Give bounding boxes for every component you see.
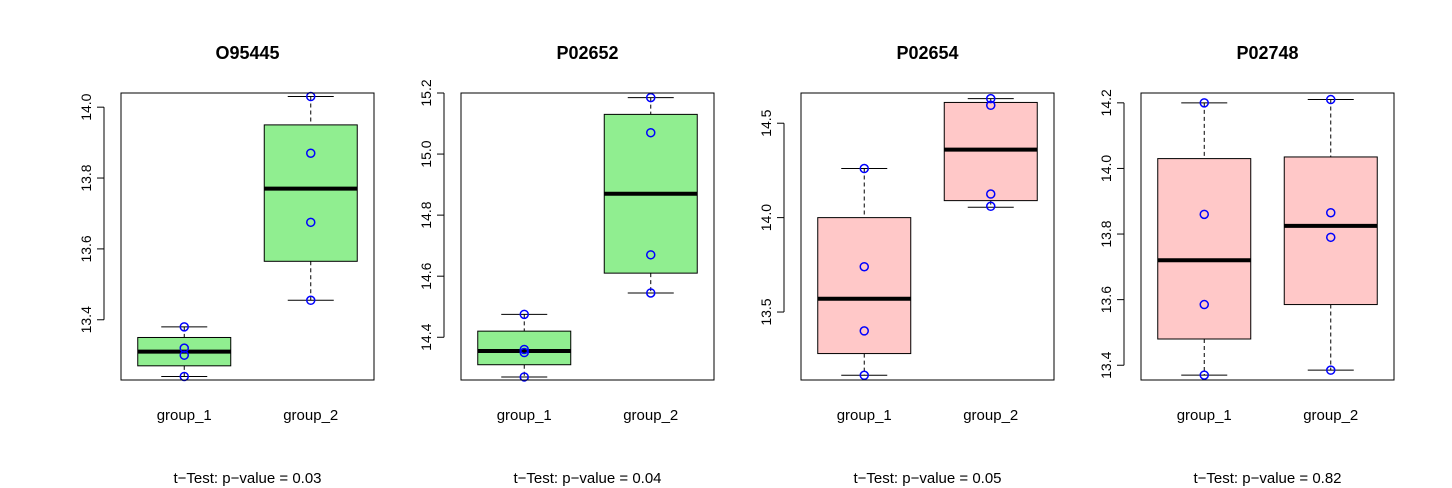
data-point <box>1199 299 1209 310</box>
data-point <box>986 93 996 104</box>
panel-footer: t−Test: p−value = 0.04 <box>513 470 661 487</box>
data-point <box>179 322 189 332</box>
category-label: group_2 <box>623 407 678 424</box>
data-point <box>646 92 656 103</box>
category-label: group_1 <box>1177 407 1232 424</box>
data-point <box>859 163 869 174</box>
data-point <box>306 217 316 228</box>
data-point <box>986 100 996 111</box>
data-point <box>519 347 529 358</box>
data-point <box>519 309 529 320</box>
box-group_2 <box>263 91 358 306</box>
data-point <box>1326 365 1336 375</box>
iqr-box <box>263 124 358 262</box>
panel-footer: t−Test: p−value = 0.03 <box>173 470 321 487</box>
panel-4: P02748 group_1 group_2 13.4 13.6 13.8 14.0 14.2… <box>1098 43 1395 487</box>
category-label: group_2 <box>1303 407 1358 424</box>
category-label: group_1 <box>497 407 552 424</box>
data-point <box>179 350 189 360</box>
y-tick-label: 15.2 <box>418 79 434 106</box>
box-group_2 <box>943 93 1038 212</box>
plot-frame <box>460 92 715 381</box>
iqr-box <box>1157 158 1252 340</box>
data-point <box>986 201 996 212</box>
panel-title: O95445 <box>215 43 279 63</box>
data-point <box>859 261 869 272</box>
y-tick-label: 14.8 <box>418 201 434 228</box>
y-tick-label: 13.6 <box>78 235 94 262</box>
iqr-box <box>477 330 572 366</box>
box-group_2 <box>603 92 698 298</box>
plot-frame <box>1140 92 1395 381</box>
data-point <box>859 370 869 381</box>
iqr-box <box>1283 156 1378 306</box>
data-point <box>519 344 529 355</box>
y-tick-label: 14.0 <box>758 204 774 231</box>
y-tick-label: 13.8 <box>1098 220 1114 247</box>
y-tick-label: 14.4 <box>418 323 434 350</box>
plot-frame <box>120 92 375 381</box>
data-point <box>1199 98 1209 108</box>
data-point <box>646 127 656 138</box>
data-point <box>179 343 189 353</box>
panel-2: P02652 group_1 group_2 14.4 14.6 14.8 15.0 15.2… <box>418 43 715 487</box>
category-label: group_1 <box>837 407 892 424</box>
panel-title: P02654 <box>896 43 958 63</box>
plot-frame <box>800 92 1055 381</box>
data-point <box>1199 370 1209 380</box>
panel-1: O95445 group_1 group_2 13.4 13.6 13.8 14.0 t−Te… <box>78 43 375 487</box>
y-tick-label: 15.0 <box>418 140 434 167</box>
panel-footer: t−Test: p−value = 0.05 <box>853 470 1001 487</box>
y-tick-label: 13.6 <box>1098 286 1114 313</box>
data-point <box>1326 94 1336 105</box>
panel-3: P02654 group_1 group_2 13.5 14.0 14.5 t−Test: … <box>758 43 1055 487</box>
category-label: group_2 <box>283 407 338 424</box>
y-tick-label: 14.0 <box>78 93 94 120</box>
data-point <box>1326 232 1336 243</box>
y-tick-label: 14.6 <box>418 262 434 289</box>
data-point <box>306 295 316 306</box>
box-group_1 <box>1157 98 1252 380</box>
iqr-box <box>817 217 912 355</box>
data-point <box>519 372 529 382</box>
y-tick-label: 13.4 <box>1098 351 1114 378</box>
y-tick-label: 14.5 <box>758 109 774 136</box>
y-tick-label: 13.5 <box>758 298 774 325</box>
data-point <box>646 288 656 298</box>
panel-footer: t−Test: p−value = 0.82 <box>1193 470 1341 487</box>
data-point <box>306 148 316 158</box>
box-group_2 <box>1283 94 1378 375</box>
y-tick-label: 14.0 <box>1098 155 1114 182</box>
data-point <box>646 250 656 260</box>
data-point <box>986 189 996 199</box>
category-label: group_2 <box>963 407 1018 424</box>
box-group_1 <box>817 163 912 381</box>
y-tick-label: 14.2 <box>1098 89 1114 116</box>
category-label: group_1 <box>157 407 212 424</box>
box-group_1 <box>137 322 232 382</box>
data-point <box>1326 207 1336 218</box>
y-tick-label: 13.4 <box>78 306 94 333</box>
data-point <box>1199 209 1209 220</box>
panel-title: P02748 <box>1236 43 1298 63</box>
panel-title: P02652 <box>556 43 618 63</box>
y-tick-label: 13.8 <box>78 164 94 191</box>
data-point <box>859 326 869 336</box>
box-group_1 <box>477 309 572 382</box>
